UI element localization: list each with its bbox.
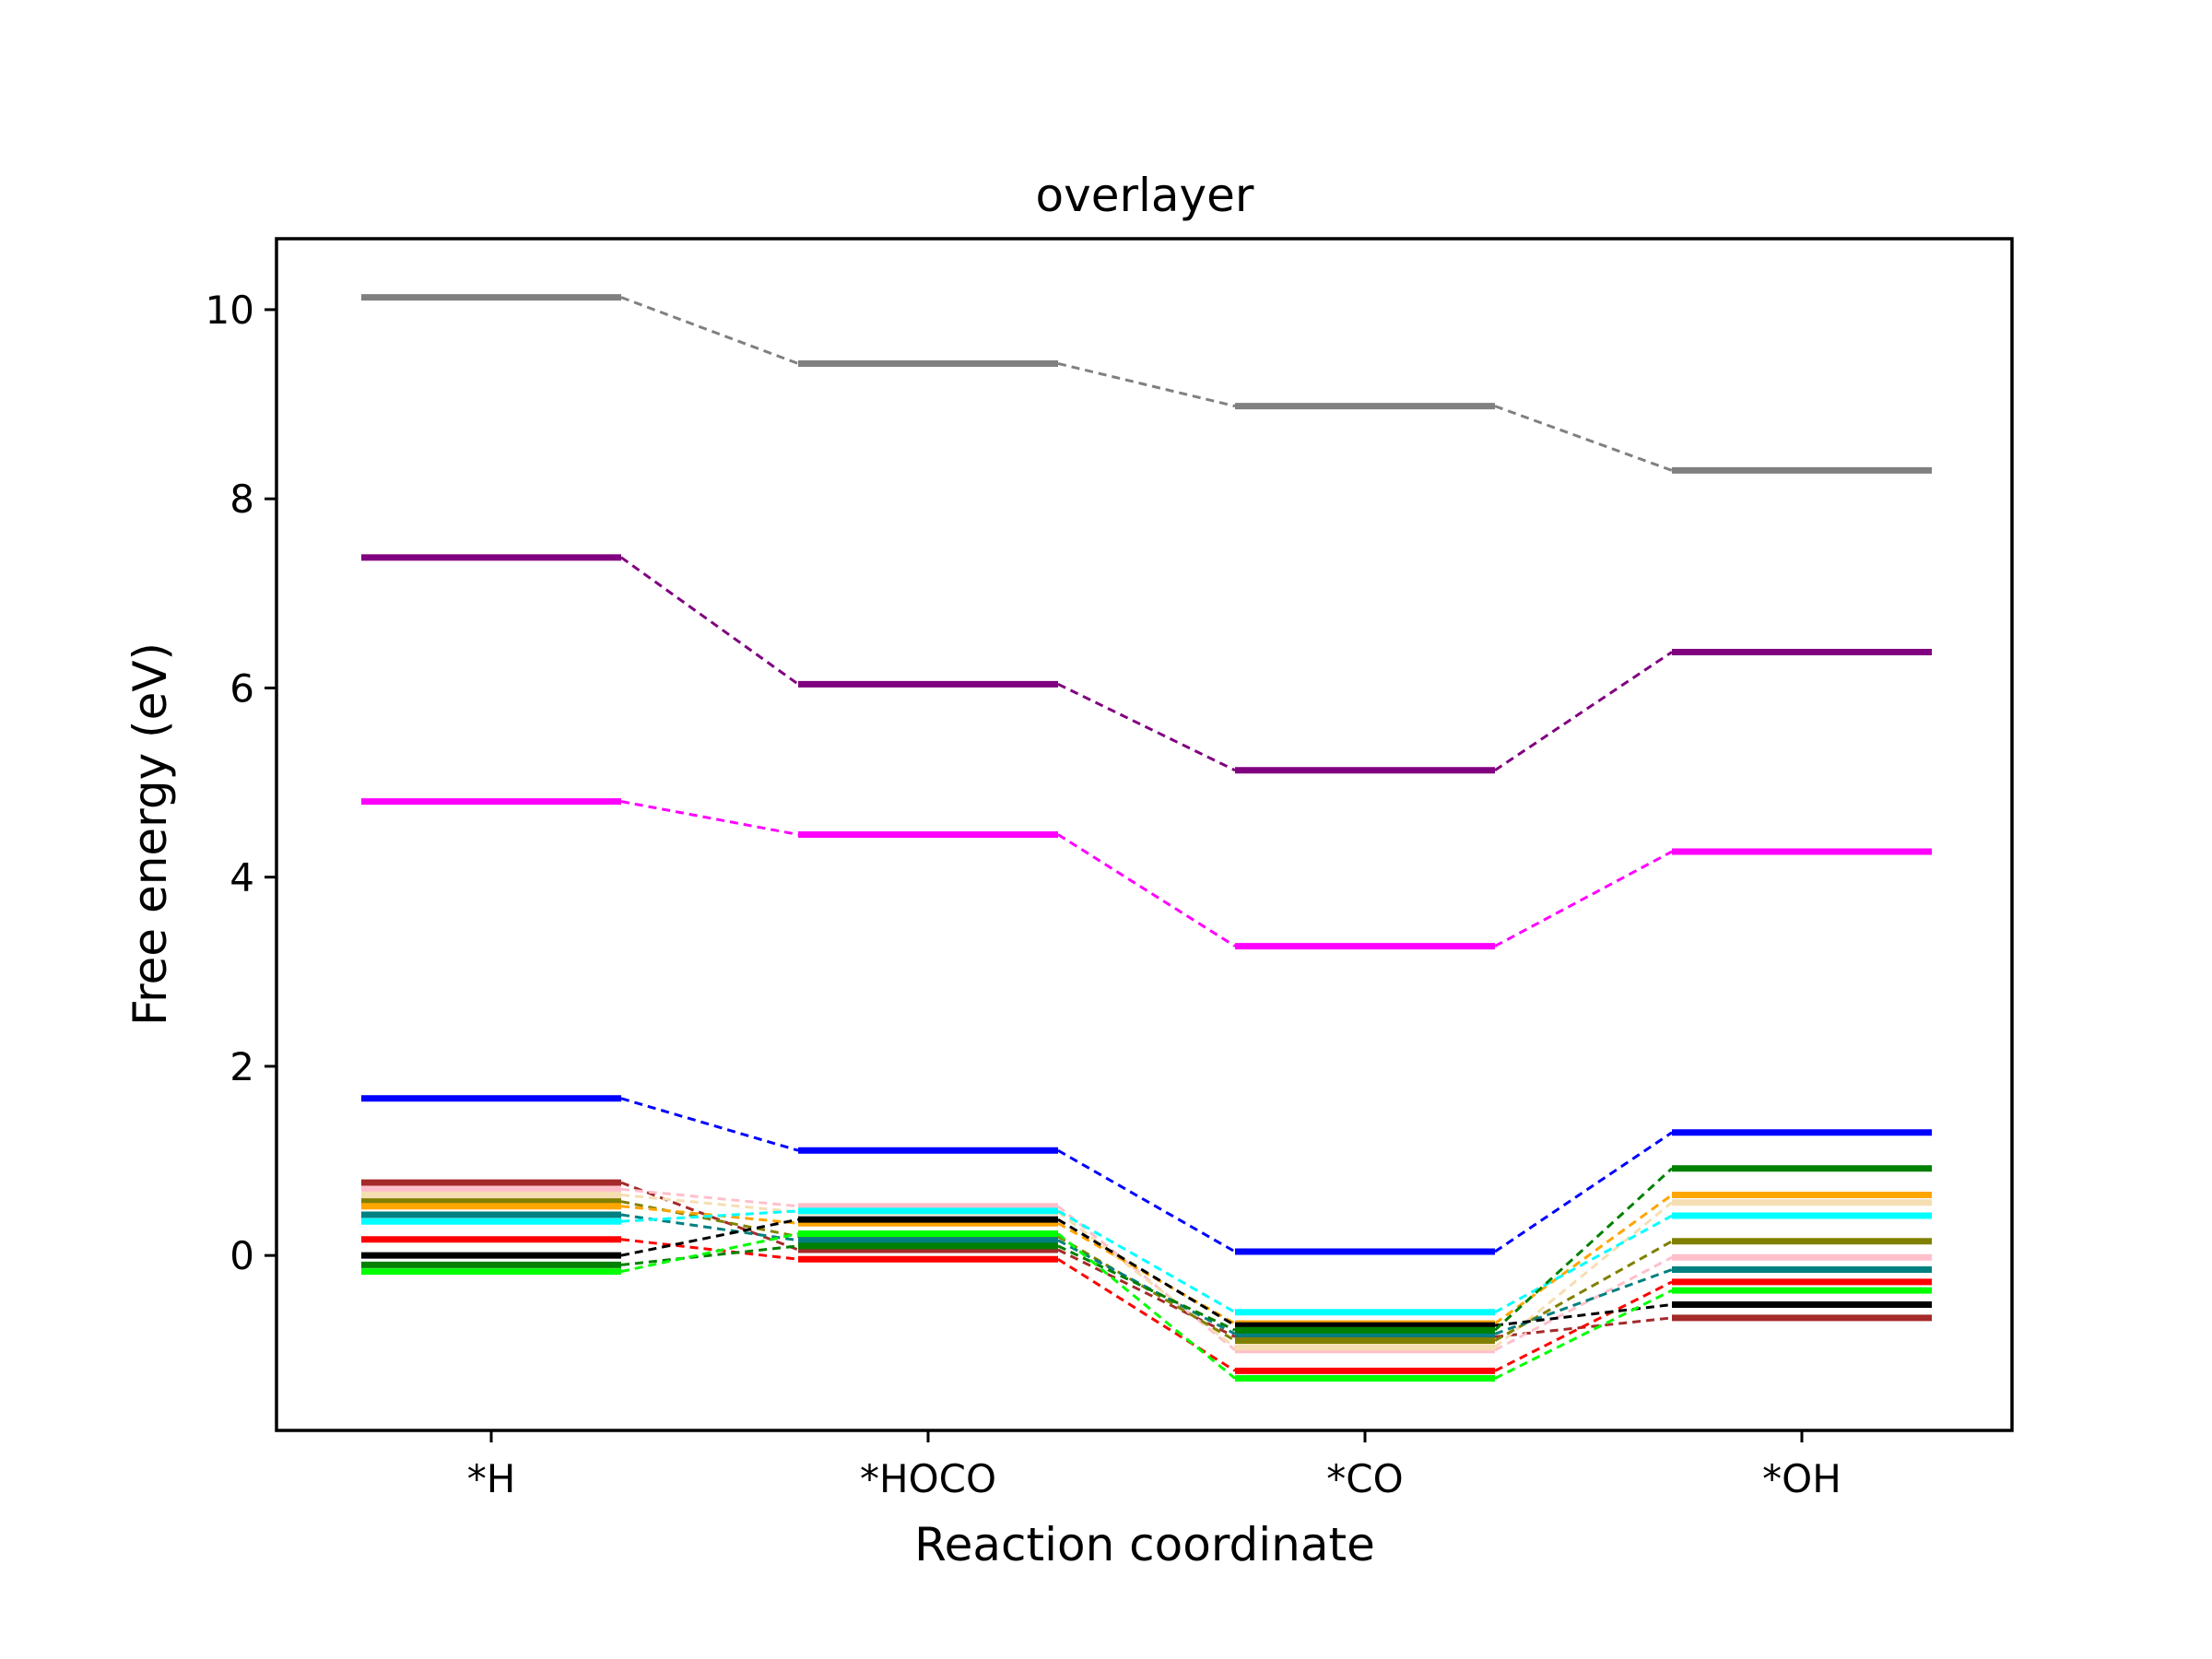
y-tick-label: 4 [229, 855, 254, 900]
x-axis-label: Reaction coordinate [914, 1518, 1375, 1571]
x-tick-label: *OH [1762, 1456, 1841, 1501]
x-tick-label: *H [467, 1456, 516, 1501]
y-axis-label: Free energy (eV) [124, 642, 177, 1026]
y-tick-label: 0 [229, 1233, 254, 1278]
y-tick-label: 10 [206, 288, 254, 333]
x-tick-label: *HOCO [860, 1456, 996, 1501]
chart-title: overlayer [1036, 169, 1254, 222]
x-tick-label: *CO [1326, 1456, 1403, 1501]
y-tick-label: 2 [229, 1044, 254, 1089]
y-tick-label: 6 [229, 665, 254, 711]
y-tick-label: 8 [229, 477, 254, 522]
